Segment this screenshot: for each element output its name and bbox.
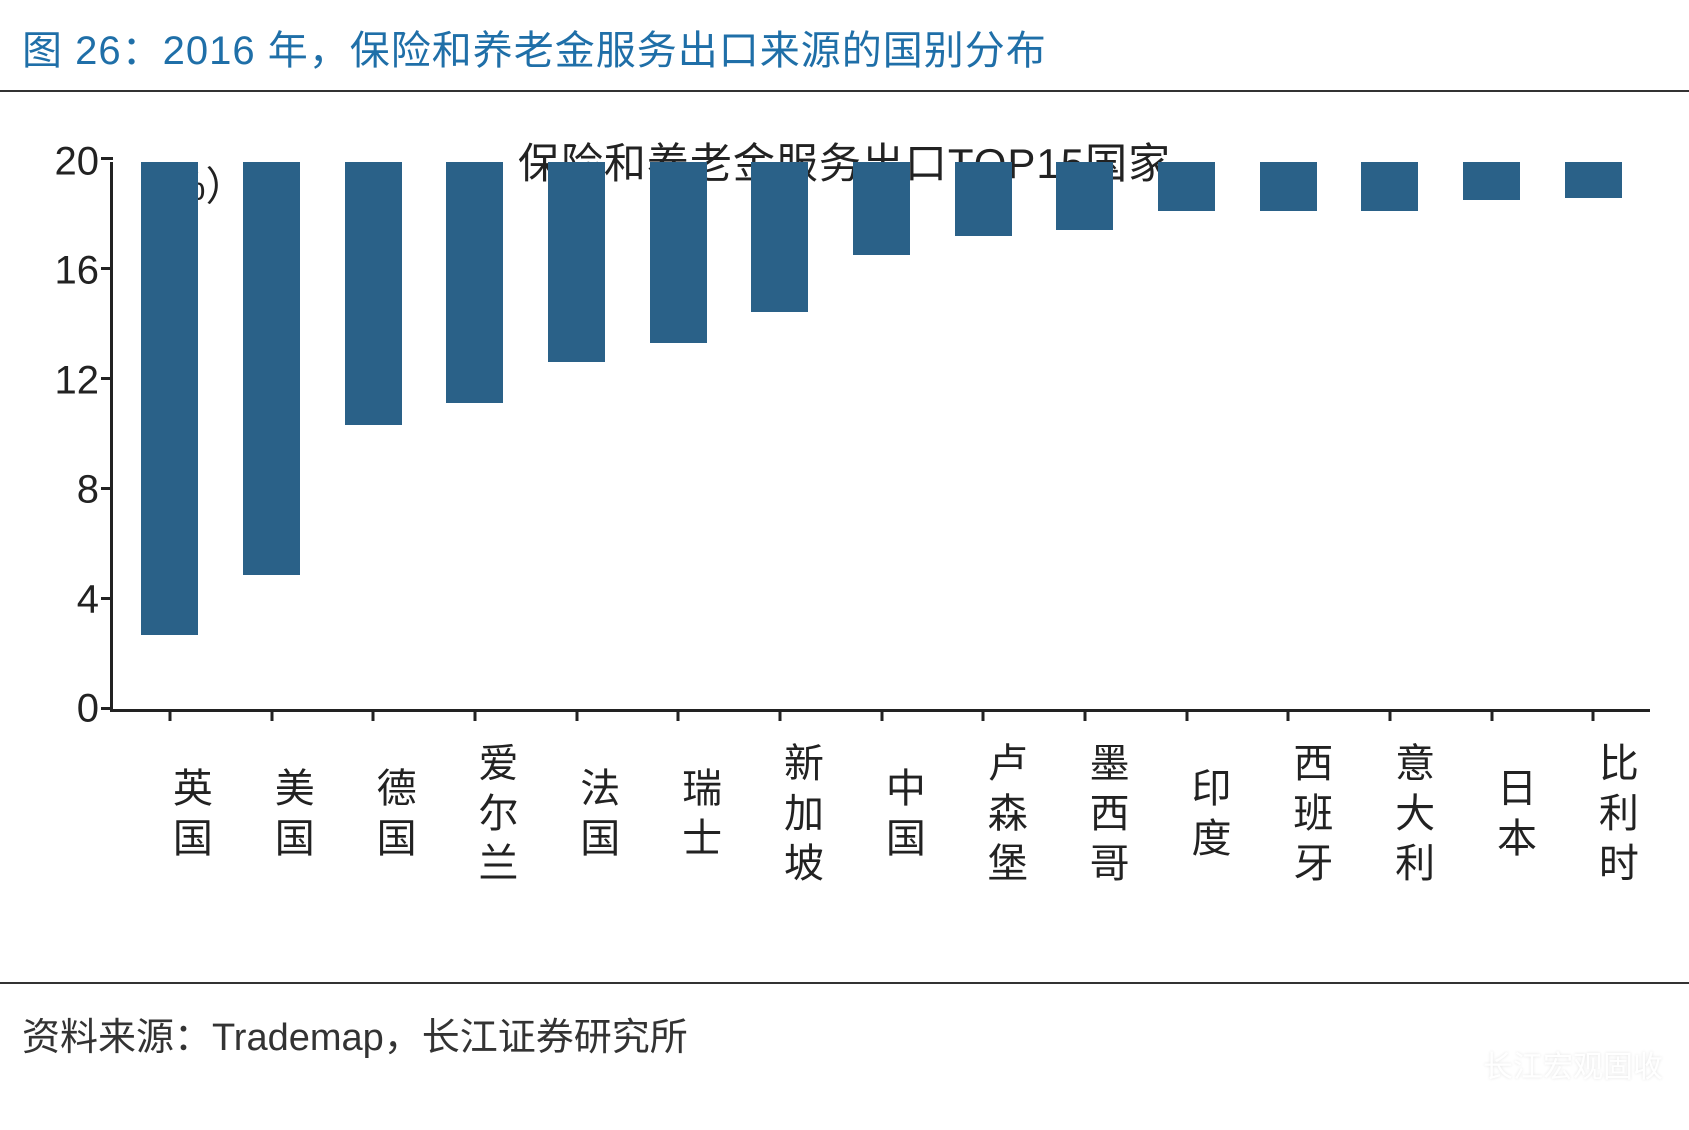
x-tick-label: 中国 xyxy=(829,740,931,892)
y-tick-label: 20 xyxy=(55,140,114,185)
wechat-icon xyxy=(1433,1044,1473,1084)
x-tick-label: 印度 xyxy=(1135,740,1237,892)
x-tick-mark xyxy=(168,709,171,721)
y-tick-label: 8 xyxy=(77,468,113,513)
x-tick-mark xyxy=(1388,709,1391,721)
bar-slot xyxy=(221,162,323,709)
bar xyxy=(650,162,707,343)
watermark-text: 长江宏观固收 xyxy=(1483,1042,1663,1086)
x-tick-label: 新加坡 xyxy=(727,740,829,892)
x-tick-label: 英国 xyxy=(116,740,218,892)
bar xyxy=(751,162,808,312)
bar xyxy=(548,162,605,362)
bar-slot xyxy=(1441,162,1543,709)
bar-slot xyxy=(424,162,526,709)
x-tick-mark xyxy=(982,709,985,721)
x-tick-label: 法国 xyxy=(523,740,625,892)
bar-slot xyxy=(322,162,424,709)
bar-slot xyxy=(729,162,831,709)
bar-slot xyxy=(526,162,628,709)
bar-slot xyxy=(831,162,933,709)
x-tick-label: 美国 xyxy=(218,740,320,892)
x-tick-mark xyxy=(270,709,273,721)
x-tick-mark xyxy=(1592,709,1595,721)
y-tick-mark xyxy=(101,597,113,600)
plot-region: 048121620 xyxy=(110,162,1650,712)
bar xyxy=(243,162,300,575)
bar xyxy=(1056,162,1113,230)
x-tick-mark xyxy=(473,709,476,721)
figure-title: 图 26：2016 年，保险和养老金服务出口来源的国别分布 xyxy=(0,0,1689,92)
bar-slot xyxy=(1136,162,1238,709)
bar xyxy=(1361,162,1418,211)
x-tick-label: 德国 xyxy=(320,740,422,892)
bar xyxy=(1260,162,1317,211)
bar xyxy=(141,162,198,635)
bar xyxy=(853,162,910,255)
watermark: 长江宏观固收 xyxy=(1433,1042,1663,1086)
y-tick-label: 16 xyxy=(55,249,114,294)
bar-slot xyxy=(1034,162,1136,709)
x-tick-mark xyxy=(880,709,883,721)
bar-slot xyxy=(1339,162,1441,709)
bar xyxy=(345,162,402,425)
bar-slot xyxy=(1237,162,1339,709)
x-tick-mark xyxy=(1185,709,1188,721)
bar xyxy=(955,162,1012,236)
bar xyxy=(446,162,503,403)
x-tick-label: 卢森堡 xyxy=(931,740,1033,892)
x-tick-mark xyxy=(372,709,375,721)
x-tick-mark xyxy=(575,709,578,721)
x-tick-mark xyxy=(1287,709,1290,721)
bar xyxy=(1463,162,1520,200)
chart-area: 保险和养老金服务出口TOP15国家 （%） 048121620 英国美国德国爱尔… xyxy=(0,92,1689,982)
y-tick-mark xyxy=(101,157,113,160)
y-tick-mark xyxy=(101,707,113,710)
y-tick-label: 12 xyxy=(55,358,114,403)
x-tick-mark xyxy=(778,709,781,721)
x-axis-labels: 英国美国德国爱尔兰法国瑞士新加坡中国卢森堡墨西哥印度西班牙意大利日本比利时 xyxy=(110,740,1650,892)
bar xyxy=(1565,162,1622,198)
bar-slot xyxy=(1542,162,1644,709)
x-tick-label: 爱尔兰 xyxy=(422,740,524,892)
x-tick-label: 日本 xyxy=(1440,740,1542,892)
x-tick-label: 瑞士 xyxy=(625,740,727,892)
bar-slot xyxy=(932,162,1034,709)
x-tick-mark xyxy=(1490,709,1493,721)
y-tick-mark xyxy=(101,267,113,270)
x-tick-label: 意大利 xyxy=(1338,740,1440,892)
x-tick-mark xyxy=(1083,709,1086,721)
bar xyxy=(1158,162,1215,211)
bar-slot xyxy=(119,162,221,709)
y-tick-mark xyxy=(101,487,113,490)
x-tick-label: 西班牙 xyxy=(1236,740,1338,892)
bars-container xyxy=(113,162,1650,709)
x-tick-mark xyxy=(677,709,680,721)
bar-slot xyxy=(627,162,729,709)
x-tick-label: 比利时 xyxy=(1542,740,1644,892)
x-tick-label: 墨西哥 xyxy=(1033,740,1135,892)
y-tick-mark xyxy=(101,377,113,380)
